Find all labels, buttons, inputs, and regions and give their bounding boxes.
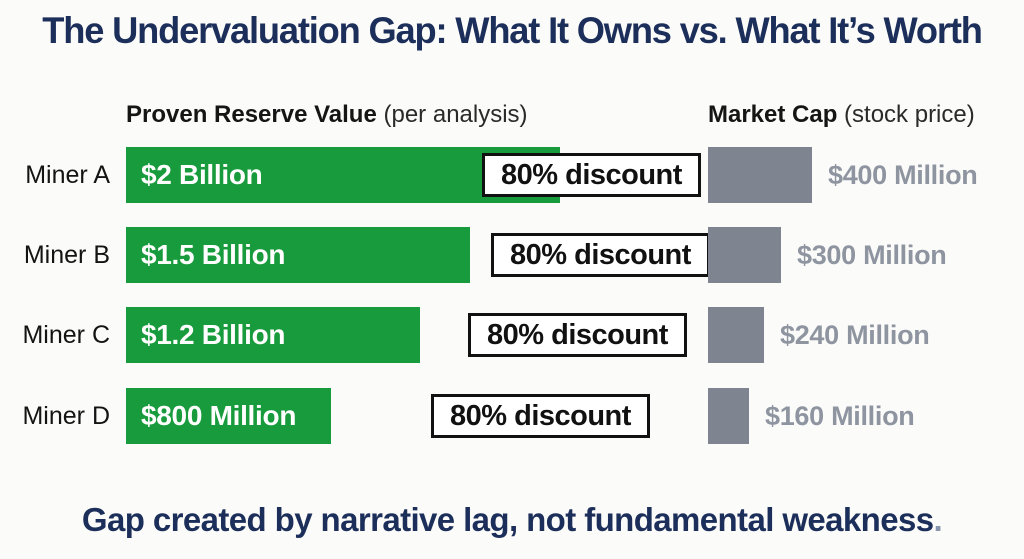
- footer-text: Gap created by narrative lag, not fundam…: [0, 501, 1024, 539]
- market-cap-bar: [708, 307, 764, 363]
- market-cap-label: $160 Million: [765, 401, 915, 431]
- market-cap-bar: [708, 227, 781, 283]
- reserve-value-bar: $1.2 Billion: [126, 307, 420, 363]
- miner-label: Miner A: [25, 161, 110, 189]
- reserve-value-label: $800 Million: [141, 400, 297, 431]
- discount-badge: 80% discount: [491, 233, 710, 277]
- market-column-header: Market Cap (stock price): [708, 101, 975, 129]
- discount-badge: 80% discount: [431, 394, 650, 438]
- miner-row: Miner D $800 Million 80% discount $160 Mill…: [0, 388, 1024, 444]
- page-title: The Undervaluation Gap: What It Owns vs.…: [42, 10, 983, 51]
- discount-badge: 80% discount: [482, 153, 701, 197]
- miner-row: Miner C $1.2 Billion 80% discount $240 Mill…: [0, 307, 1024, 363]
- miner-label: Miner C: [22, 321, 110, 349]
- miner-row: Miner B $1.5 Billion 80% discount $300 Mill…: [0, 227, 1024, 283]
- miner-label: Miner B: [23, 241, 110, 269]
- discount-badge: 80% discount: [468, 313, 687, 357]
- market-cap-label: $400 Million: [828, 160, 978, 190]
- footer-main: Gap created by narrative lag, not fundam…: [81, 501, 934, 538]
- reserve-column-header: Proven Reserve Value (per analysis): [126, 101, 528, 129]
- market-cap-label: $240 Million: [780, 320, 930, 350]
- reserve-value-label: $2 Billion: [141, 159, 263, 190]
- reserve-value-label: $1.5 Billion: [141, 239, 286, 270]
- miner-label: Miner D: [22, 402, 110, 430]
- reserve-value-label: $1.2 Billion: [141, 319, 286, 350]
- reserve-header-bold: Proven Reserve Value: [126, 101, 377, 128]
- footer-period: .: [933, 501, 943, 538]
- market-cap-bar: [708, 147, 812, 203]
- market-header-bold: Market Cap: [708, 101, 838, 128]
- market-cap-bar: [708, 388, 749, 444]
- market-cap-label: $300 Million: [797, 240, 947, 270]
- market-header-note: (stock price): [837, 101, 975, 128]
- reserve-value-bar: $800 Million: [126, 388, 331, 444]
- reserve-header-note: (per analysis): [376, 101, 528, 128]
- miner-row: Miner A $2 Billion 80% discount $400 Millio…: [0, 147, 1024, 203]
- reserve-value-bar: $1.5 Billion: [126, 227, 470, 283]
